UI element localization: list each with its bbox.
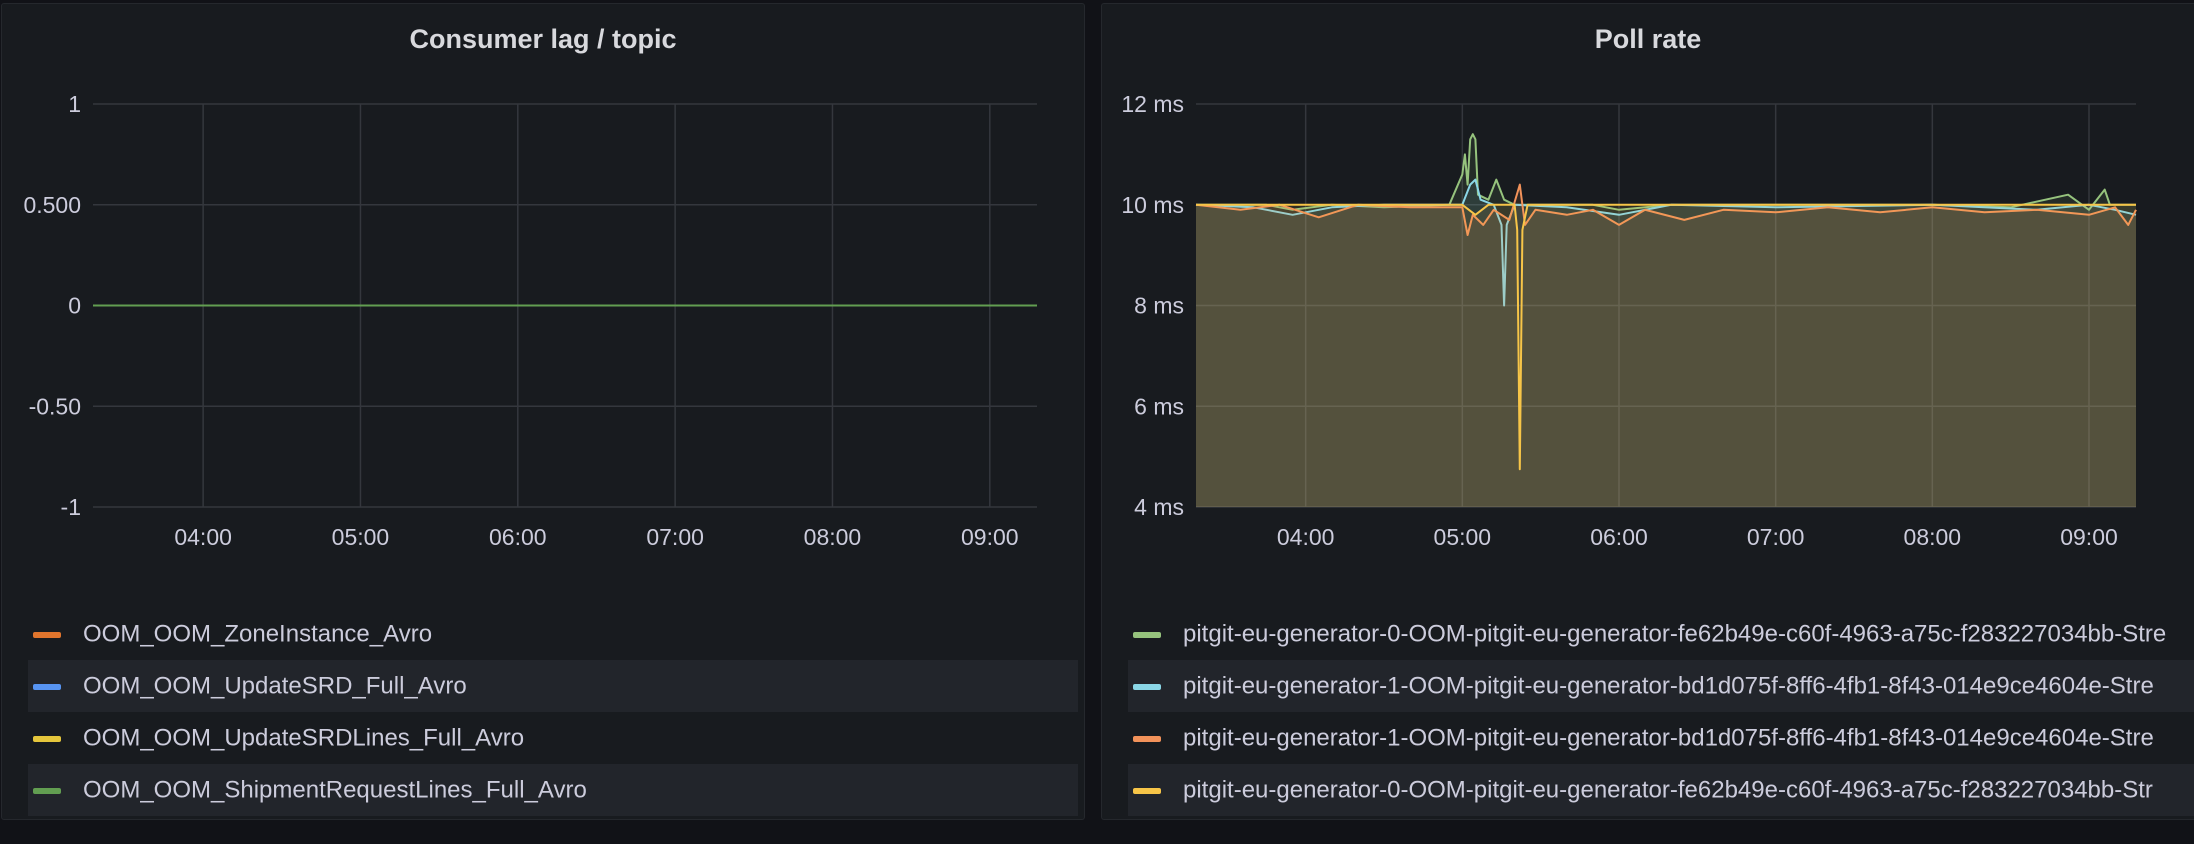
y-tick-label: 0: [68, 293, 81, 319]
legend-label: pitgit-eu-generator-1-OOM-pitgit-eu-gene…: [1183, 724, 2154, 752]
legend-label: OOM_OOM_UpdateSRD_Full_Avro: [83, 672, 467, 700]
legend: pitgit-eu-generator-0-OOM-pitgit-eu-gene…: [1128, 608, 2194, 816]
y-tick-label: 10 ms: [1121, 192, 1184, 218]
legend-swatch: [1133, 787, 1161, 794]
legend-item[interactable]: OOM_OOM_UpdateSRD_Full_Avro: [28, 660, 1078, 712]
legend-item[interactable]: pitgit-eu-generator-1-OOM-pitgit-eu-gene…: [1128, 660, 2194, 712]
x-tick-label: 07:00: [646, 524, 704, 550]
y-tick-label: 4 ms: [1134, 494, 1184, 520]
y-tick-label: -1: [61, 494, 81, 520]
y-tick-label: 0.500: [23, 192, 81, 218]
legend-swatch: [1133, 735, 1161, 742]
series-line: [1195, 183, 2137, 236]
legend: OOM_OOM_ZoneInstance_Avro OOM_OOM_UpdateS…: [28, 608, 1078, 816]
legend-label: pitgit-eu-generator-0-OOM-pitgit-eu-gene…: [1183, 776, 2153, 804]
series-area-fill: [1196, 204, 2136, 508]
legend-swatch: [33, 787, 61, 794]
legend-item[interactable]: OOM_OOM_UpdateSRDLines_Full_Avro: [28, 712, 1078, 764]
y-tick-label: 8 ms: [1134, 293, 1184, 319]
legend-swatch: [1133, 631, 1161, 638]
series-area-fill: [1196, 179, 2136, 507]
legend-item[interactable]: OOM_OOM_ShipmentRequestLines_Full_Avro: [28, 764, 1078, 816]
legend-swatch: [1133, 683, 1161, 690]
x-tick-label: 04:00: [174, 524, 232, 550]
legend-item[interactable]: pitgit-eu-generator-0-OOM-pitgit-eu-gene…: [1128, 764, 2194, 816]
series-area-fill: [1196, 134, 2136, 507]
legend-item[interactable]: pitgit-eu-generator-1-OOM-pitgit-eu-gene…: [1128, 712, 2194, 764]
x-tick-label: 05:00: [1434, 524, 1492, 550]
x-tick-label: 08:00: [804, 524, 862, 550]
panel-poll-rate: Poll rate 12 ms 10 ms 8 ms 6 ms 4 ms 04:00 05:…: [1101, 3, 2194, 820]
y-tick-label: 1: [68, 91, 81, 117]
y-tick-label: 6 ms: [1134, 393, 1184, 419]
legend-label: OOM_OOM_ZoneInstance_Avro: [83, 620, 433, 648]
x-tick-label: 06:00: [489, 524, 547, 550]
x-tick-label: 09:00: [961, 524, 1019, 550]
legend-label: OOM_OOM_UpdateSRDLines_Full_Avro: [83, 724, 525, 752]
x-tick-label: 08:00: [1904, 524, 1962, 550]
poll-rate-chart: 12 ms 10 ms 8 ms 6 ms 4 ms 04:00 05:00 06:00 07:…: [1121, 91, 2137, 550]
legend-swatch: [33, 631, 61, 638]
series-line: [1196, 133, 2136, 211]
x-tick-label: 05:00: [332, 524, 390, 550]
series-line: [1196, 203, 2136, 471]
panel-title[interactable]: Poll rate: [1594, 24, 1702, 54]
legend-swatch: [33, 683, 61, 690]
consumer-lag-chart: 1 0.500 0 -0.50 -1 04:00 05:00 06:00 07:00 08:00 0…: [23, 91, 1037, 550]
y-tick-label: 12 ms: [1121, 91, 1184, 117]
x-tick-label: 09:00: [2060, 524, 2118, 550]
x-tick-label: 07:00: [1747, 524, 1805, 550]
x-tick-label: 04:00: [1277, 524, 1335, 550]
y-tick-label: -0.50: [29, 393, 81, 419]
legend-item[interactable]: OOM_OOM_ZoneInstance_Avro: [28, 608, 1078, 660]
panel-title[interactable]: Consumer lag / topic: [409, 24, 677, 54]
legend-label: pitgit-eu-generator-1-OOM-pitgit-eu-gene…: [1183, 672, 2154, 700]
legend-label: OOM_OOM_ShipmentRequestLines_Full_Avro: [83, 776, 587, 804]
legend-item[interactable]: pitgit-eu-generator-0-OOM-pitgit-eu-gene…: [1128, 608, 2194, 660]
series-area-fill: [1196, 184, 2136, 507]
panel-consumer-lag: Consumer lag / topic 1 0.500 0 -0.50 -1 04:00…: [1, 3, 1085, 820]
x-tick-label: 06:00: [1590, 524, 1648, 550]
legend-label: pitgit-eu-generator-0-OOM-pitgit-eu-gene…: [1183, 620, 2167, 648]
legend-swatch: [33, 735, 61, 742]
